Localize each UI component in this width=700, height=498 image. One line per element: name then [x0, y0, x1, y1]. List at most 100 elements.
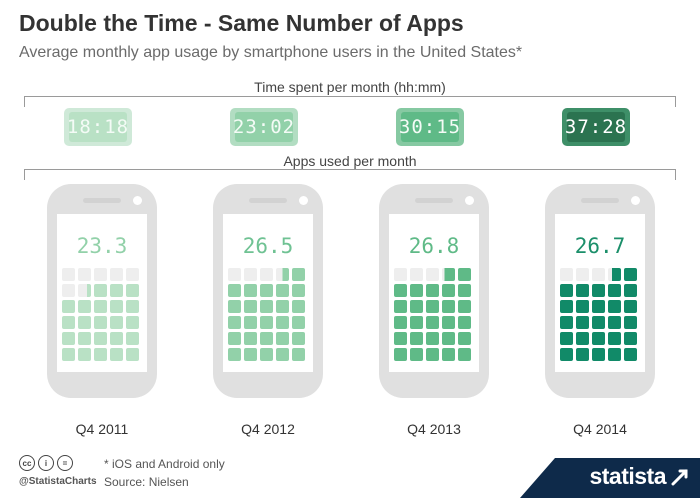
- app-cell: [426, 348, 439, 361]
- app-cell: [560, 284, 573, 297]
- app-cell: [276, 332, 289, 345]
- phone-speaker-icon: [83, 198, 121, 203]
- app-cell: [608, 332, 621, 345]
- apps-value: 26.8: [408, 234, 460, 258]
- app-cell: [110, 316, 123, 329]
- app-cell: [458, 316, 471, 329]
- app-cell: [78, 268, 91, 281]
- quarter-label: Q4 2011: [75, 421, 129, 437]
- app-cell: [576, 348, 589, 361]
- phone-screen: 26.8: [389, 214, 479, 372]
- app-cell: [394, 300, 407, 313]
- app-cell: [410, 332, 423, 345]
- app-cell: [410, 268, 423, 281]
- app-cell: [110, 348, 123, 361]
- app-cell: [394, 284, 407, 297]
- brand-band: [520, 458, 700, 498]
- app-cell: [442, 268, 455, 281]
- app-cell: [442, 284, 455, 297]
- app-cell: [576, 316, 589, 329]
- app-cell: [126, 268, 139, 281]
- time-value: 18:18: [67, 112, 128, 142]
- app-cell: [292, 332, 305, 345]
- app-cell: [624, 268, 637, 281]
- app-cell: [110, 332, 123, 345]
- app-cell: [608, 284, 621, 297]
- phone-graphic: 26.8: [379, 184, 489, 398]
- app-cell: [62, 284, 75, 297]
- app-cell: [62, 316, 75, 329]
- app-cell: [624, 348, 637, 361]
- apps-value: 26.5: [242, 234, 294, 258]
- license-icon: cc: [19, 455, 35, 471]
- app-cell: [228, 316, 241, 329]
- app-cell: [410, 316, 423, 329]
- quarter-label: Q4 2013: [407, 421, 461, 437]
- app-cell: [624, 332, 637, 345]
- app-cell: [276, 284, 289, 297]
- app-cell: [260, 300, 273, 313]
- time-clock: 23:02: [230, 108, 298, 146]
- app-icon-grid: [228, 268, 308, 364]
- app-cell: [244, 316, 257, 329]
- app-cell: [560, 348, 573, 361]
- app-cell: [276, 268, 289, 281]
- app-icon-grid: [62, 268, 142, 364]
- license-icons: cc i =: [19, 455, 73, 471]
- time-value: 23:02: [233, 112, 294, 142]
- app-cell: [126, 348, 139, 361]
- app-cell: [576, 268, 589, 281]
- time-section-label-text: Time spent per month (hh:mm): [246, 79, 454, 95]
- app-cell: [624, 284, 637, 297]
- time-clock: 37:28: [562, 108, 630, 146]
- app-cell: [276, 348, 289, 361]
- phone-speaker-icon: [249, 198, 287, 203]
- app-cell: [62, 268, 75, 281]
- app-cell: [410, 348, 423, 361]
- app-cell: [78, 284, 91, 297]
- app-cell: [426, 316, 439, 329]
- app-cell: [94, 268, 107, 281]
- apps-section-label: Apps used per month: [0, 153, 700, 169]
- app-cell: [608, 268, 621, 281]
- app-cell: [126, 284, 139, 297]
- phone-speaker-icon: [581, 198, 619, 203]
- app-cell: [592, 348, 605, 361]
- phone-screen: 26.7: [555, 214, 645, 372]
- apps-value: 26.7: [574, 234, 626, 258]
- app-cell: [244, 284, 257, 297]
- app-cell: [394, 316, 407, 329]
- app-cell: [62, 300, 75, 313]
- app-cell: [410, 284, 423, 297]
- license-icon: i: [38, 455, 54, 471]
- statista-logo-icon: [671, 469, 688, 486]
- app-cell: [394, 268, 407, 281]
- time-value: 37:28: [565, 112, 626, 142]
- app-cell: [276, 300, 289, 313]
- app-cell: [78, 348, 91, 361]
- app-cell: [592, 332, 605, 345]
- app-cell: [228, 348, 241, 361]
- app-cell: [442, 316, 455, 329]
- app-cell: [260, 332, 273, 345]
- phone-graphic: 26.5: [213, 184, 323, 398]
- phone-screen: 23.3: [57, 214, 147, 372]
- app-cell: [126, 300, 139, 313]
- app-cell: [228, 332, 241, 345]
- app-cell: [576, 332, 589, 345]
- app-cell: [624, 300, 637, 313]
- app-cell: [110, 300, 123, 313]
- app-cell: [426, 284, 439, 297]
- app-cell: [394, 348, 407, 361]
- apps-section-label-text: Apps used per month: [275, 153, 425, 169]
- app-cell: [126, 316, 139, 329]
- app-cell: [260, 284, 273, 297]
- app-cell: [442, 348, 455, 361]
- phone-camera-icon: [631, 196, 640, 205]
- apps-value: 23.3: [76, 234, 128, 258]
- phone-graphic: 26.7: [545, 184, 655, 398]
- app-cell: [576, 284, 589, 297]
- chart-title: Double the Time - Same Number of Apps: [19, 10, 464, 36]
- app-cell: [78, 332, 91, 345]
- twitter-handle: @StatistaCharts: [19, 476, 97, 487]
